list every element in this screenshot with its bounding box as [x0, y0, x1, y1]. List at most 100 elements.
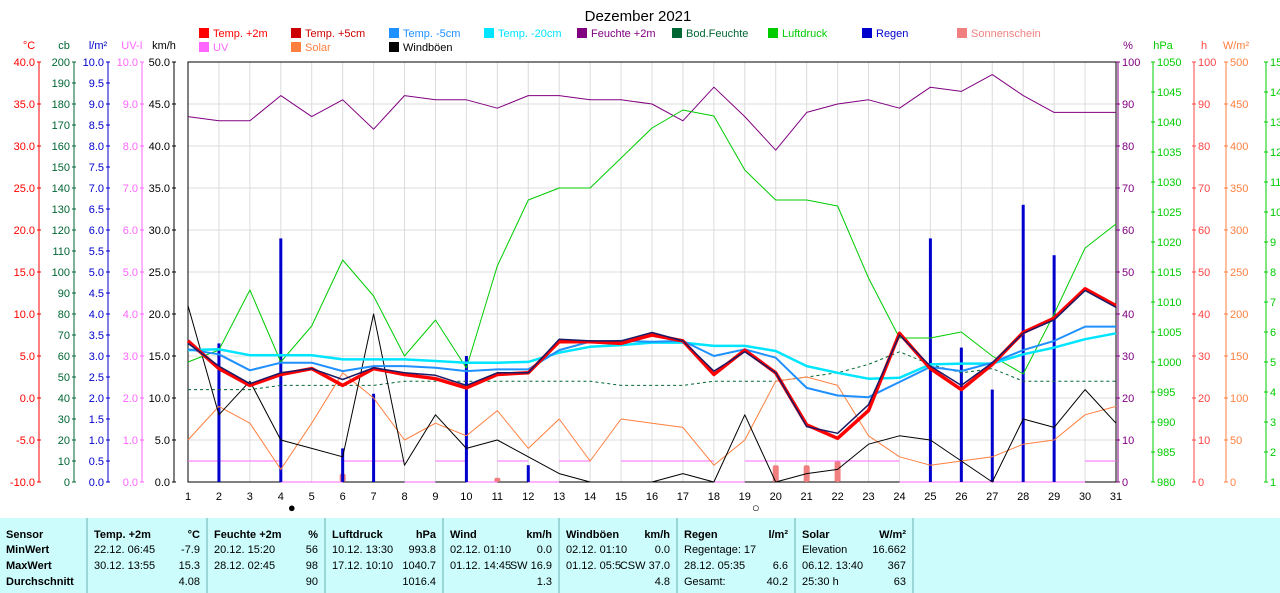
stats-wind: Wind km/h 02.12. 01:10 0.0 01.12. 14:45 SW …: [444, 518, 560, 593]
axis-right-tick: 50: [1230, 435, 1242, 447]
axis-right-unit: hPa: [1153, 40, 1173, 52]
stats-temp: Temp. +2m °C 22.12. 06:45 -7.9 30.12. 13:5…: [88, 518, 208, 593]
axis-left-tick: 3.0: [123, 351, 138, 363]
axis-right-tick: 8: [1270, 267, 1276, 279]
axis-left-tick: 40.0: [14, 57, 35, 69]
axis-left-tick: 6.0: [123, 225, 138, 237]
stats-regen-days: Regentage: 17: [684, 544, 757, 556]
stats-solar-elevation-value: 16.662: [872, 544, 906, 556]
axis-right-tick: 1005: [1157, 327, 1181, 339]
axis-right-tick: 1025: [1157, 207, 1181, 219]
x-tick-label: 25: [924, 491, 936, 503]
x-tick-label: 20: [770, 491, 782, 503]
x-tick-label: 4: [278, 491, 284, 503]
axis-right-tick: 1020: [1157, 237, 1181, 249]
axis-left-tick: 200: [52, 57, 70, 69]
axis-left-tick: 15.0: [149, 351, 170, 363]
x-tick-label: 22: [831, 491, 843, 503]
axis-right-tick: 50: [1122, 267, 1134, 279]
stats-boeen-title: Windböen: [566, 529, 620, 541]
stats-wind-max-value: SW 16.9: [509, 560, 552, 572]
axis-right-tick: 9: [1270, 237, 1276, 249]
rain-bar: [372, 393, 376, 482]
stats-temp-title: Temp. +2m: [94, 529, 151, 541]
axis-right-tick: 10: [1198, 435, 1210, 447]
stats-solar-unit: W/m²: [879, 529, 906, 541]
axis-left-tick: 60: [58, 351, 70, 363]
axis-left-tick: 7.5: [89, 162, 104, 174]
axis-left-tick: 90: [58, 288, 70, 300]
axis-left-tick: 10.0: [83, 57, 104, 69]
axis-left-tick: 9.5: [89, 78, 104, 90]
legend-swatch: [389, 28, 399, 38]
legend-label: UV: [213, 42, 229, 54]
stats-feuchte-max-value: 98: [305, 560, 318, 572]
axis-left-tick: 5.0: [123, 267, 138, 279]
legend-label: Temp. -20cm: [498, 28, 562, 40]
axis-right-tick: 400: [1230, 141, 1248, 153]
axis-left-tick: 50.0: [149, 57, 170, 69]
axis-left-tick: 150: [52, 162, 70, 174]
axis-right-tick: 40: [1198, 309, 1210, 321]
x-axis: 1 2 3 4 5 6 7 8 9 10 11 12 13 14 15 16 17 18 19 20 21 22 23 24 2…: [185, 491, 1122, 515]
axis-right-tick: 350: [1230, 183, 1248, 195]
axis-left-tick: 30.0: [14, 141, 35, 153]
x-tick-label: 31: [1110, 491, 1122, 503]
stats-regen-max-time: 28.12. 05:35: [684, 560, 746, 572]
axis-right-tick: 90: [1122, 99, 1134, 111]
stats-regen-max-value: 6.6: [772, 560, 788, 572]
stats-boeen: Windböen km/h 02.12. 01:10 0.0 01.12. 05:5…: [560, 518, 678, 593]
legend-swatch: [957, 28, 967, 38]
stats-label-avg: Durchschnitt: [6, 576, 74, 588]
axis-left-tick: 0.5: [89, 456, 104, 468]
x-tick-label: 3: [247, 491, 253, 503]
stats-panel: Sensor MinWert MaxWert Durchschnitt Temp…: [0, 518, 1280, 593]
axis-left-tick: 0: [64, 477, 70, 489]
axis-left-tick: -5.0: [16, 435, 35, 447]
rain-bar: [928, 238, 932, 482]
axis-left-unit: l/m²: [89, 40, 108, 52]
x-tick-label: 8: [401, 491, 407, 503]
axis-left-tick: 9.0: [89, 99, 104, 111]
axis-left-tick: 8.0: [89, 141, 104, 153]
stats-sensor: Sensor MinWert MaxWert Durchschnitt: [0, 518, 88, 593]
x-tick-label: 7: [371, 491, 377, 503]
stats-luftdruck-min-time: 10.12. 13:30: [332, 544, 394, 556]
legend-swatch: [291, 42, 301, 52]
x-tick-label: 28: [1017, 491, 1029, 503]
series-line-temp-5cm: [187, 289, 1117, 435]
stats-feuchte-unit: %: [308, 529, 318, 541]
axis-right-tick: 60: [1122, 225, 1134, 237]
stats-temp-unit: °C: [187, 529, 200, 541]
axis-left-tick: 70: [58, 330, 70, 342]
axis-right-tick: 1050: [1157, 57, 1181, 69]
stats-regen: Regen l/m² Regentage: 17 28.12. 05:35 6.6 …: [678, 518, 796, 593]
stats-sensor-title: Sensor: [6, 529, 44, 541]
axis-left-tick: 0.0: [20, 393, 35, 405]
axis-right-unit: h: [1201, 40, 1207, 52]
axis-left-tick: 2.5: [89, 372, 104, 384]
axis-left-tick: 80: [58, 309, 70, 321]
axis-left-tick: 3.5: [89, 330, 104, 342]
axis-right-tick: 70: [1122, 183, 1134, 195]
rain-bar: [217, 343, 221, 482]
stats-luftdruck-title: Luftdruck: [332, 529, 383, 541]
stats-temp-avg-value: 4.08: [178, 576, 200, 588]
stats-solar-elevation-label: Elevation: [802, 544, 848, 556]
stats-label-min: MinWert: [6, 544, 50, 556]
axis-right-tick: 40: [1122, 309, 1134, 321]
axis-left-tick: 35.0: [14, 99, 35, 111]
axis-right-tick: 80: [1198, 141, 1210, 153]
axis-left-tick: 3.0: [89, 351, 104, 363]
rain-bar: [1021, 204, 1025, 483]
axis-right-tick: 10: [1122, 435, 1134, 447]
stats-regen-title: Regen: [684, 529, 718, 541]
stats-boeen-min-value: 0.0: [654, 544, 670, 556]
axis-right-unit: %: [1123, 40, 1133, 52]
axis-right-tick: 1000: [1157, 357, 1181, 369]
axis-left-tick: 10.0: [117, 57, 138, 69]
axis-left-tick: 1.5: [89, 414, 104, 426]
legend-label: Temp. +2m: [213, 28, 268, 40]
axis-right-tick: 100: [1230, 393, 1248, 405]
axis-right-tick: 14: [1270, 87, 1280, 99]
